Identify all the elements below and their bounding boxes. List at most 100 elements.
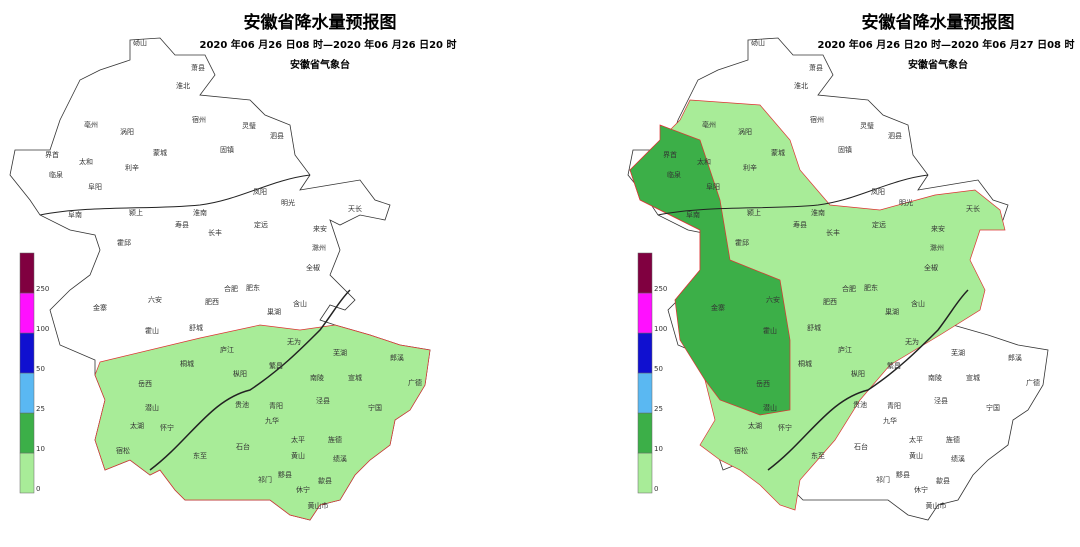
city-label: 长丰 — [208, 228, 222, 237]
city-label: 潜山 — [763, 403, 777, 412]
city-label: 宿松 — [116, 446, 130, 455]
city-label: 巢湖 — [267, 307, 281, 316]
city-label: 芜湖 — [951, 348, 965, 357]
city-label: 歙县 — [318, 476, 332, 485]
city-label: 绩溪 — [333, 454, 347, 463]
city-label: 天长 — [348, 204, 362, 213]
legend-swatch — [19, 372, 35, 414]
city-label: 阜阳 — [88, 182, 102, 191]
city-label: 宁国 — [368, 403, 382, 412]
river — [39, 174, 311, 216]
legend-label: 10 — [36, 445, 45, 453]
legend-swatch — [19, 252, 35, 294]
city-label: 巢湖 — [885, 307, 899, 316]
city-label: 黄山市 — [308, 501, 329, 510]
city-label: 郎溪 — [390, 353, 404, 362]
city-label: 固镇 — [838, 145, 852, 154]
legend-label: 100 — [36, 325, 49, 333]
map-right: 安徽省降水量预报图 2020 年06 月26 日20 时—2020 年06 月27… — [627, 12, 1075, 521]
city-label: 宁国 — [986, 403, 1000, 412]
city-label: 砀山 — [133, 38, 147, 47]
city-label: 宿松 — [734, 446, 748, 455]
city-label: 歙县 — [936, 476, 950, 485]
city-label: 祁门 — [258, 475, 272, 484]
city-label: 来安 — [313, 224, 327, 233]
city-label: 郎溪 — [1008, 353, 1022, 362]
city-label: 亳州 — [84, 120, 98, 129]
city-label: 砀山 — [751, 38, 765, 47]
legend-swatch — [19, 332, 35, 374]
city-label: 九华 — [883, 416, 897, 425]
city-label: 淮北 — [176, 81, 190, 90]
city-label: 广德 — [1026, 378, 1040, 387]
city-label: 石台 — [854, 442, 868, 451]
city-label: 萧县 — [191, 63, 205, 72]
city-label: 固镇 — [220, 145, 234, 154]
city-label: 舒城 — [189, 323, 203, 332]
city-label: 岳西 — [756, 380, 770, 388]
city-label: 霍山 — [145, 326, 159, 335]
city-label: 涡阳 — [120, 127, 134, 136]
legend-swatch — [19, 452, 35, 494]
city-label: 全椒 — [306, 263, 320, 272]
city-label: 怀宁 — [778, 423, 792, 432]
legend-swatch — [637, 372, 653, 414]
city-label: 怀宁 — [160, 423, 174, 432]
legend-label: 10 — [654, 445, 663, 453]
legend-swatch — [637, 292, 653, 334]
city-label: 天长 — [966, 204, 980, 213]
city-label: 潜山 — [145, 403, 159, 412]
city-label: 黟县 — [896, 470, 910, 479]
city-label: 繁昌 — [269, 361, 283, 370]
city-label: 泗县 — [270, 132, 284, 140]
city-label: 萧县 — [809, 63, 823, 72]
city-label: 定远 — [254, 220, 268, 229]
city-label: 枞阳 — [851, 369, 865, 378]
city-label: 黟县 — [278, 470, 292, 479]
legend-label: 250 — [36, 285, 49, 293]
city-label: 东至 — [193, 451, 207, 460]
city-label: 庐江 — [838, 345, 852, 354]
river — [149, 289, 351, 471]
city-label: 舒城 — [807, 323, 821, 332]
city-label: 桐城 — [180, 359, 194, 368]
city-label: 南陵 — [310, 373, 324, 382]
city-label: 霍邱 — [735, 239, 749, 247]
city-label: 泾县 — [316, 397, 330, 405]
city-label: 蒙城 — [771, 148, 785, 157]
city-label: 含山 — [293, 299, 307, 308]
city-label: 太湖 — [130, 421, 144, 430]
legend-label: 0 — [654, 485, 658, 493]
city-label: 含山 — [911, 299, 925, 308]
city-label: 九华 — [265, 416, 279, 425]
map-issuer: 安徽省气象台 — [290, 58, 350, 71]
legend-label: 25 — [36, 405, 45, 413]
city-label: 宿州 — [810, 115, 824, 124]
city-label: 青阳 — [887, 401, 901, 410]
legend-label: 0 — [36, 485, 40, 493]
city-label: 肥西 — [823, 298, 837, 306]
map-title: 安徽省降水量预报图 — [244, 12, 397, 33]
city-label: 无为 — [287, 337, 301, 346]
city-label: 六安 — [766, 295, 780, 304]
city-label: 利辛 — [743, 163, 757, 172]
city-label: 枞阳 — [233, 369, 247, 378]
city-label: 涡阳 — [738, 127, 752, 136]
city-label: 来安 — [931, 224, 945, 233]
city-label: 淮南 — [811, 208, 825, 217]
city-label: 合肥 — [842, 284, 856, 293]
rain-area-light — [94, 324, 431, 521]
city-label: 太和 — [79, 157, 93, 166]
city-label: 休宁 — [914, 485, 928, 494]
river — [657, 174, 929, 216]
map-issuer: 安徽省气象台 — [908, 58, 968, 71]
map-left: 安徽省降水量预报图 2020 年06 月26 日08 时—2020 年06 月26… — [9, 12, 457, 521]
legend-label: 50 — [36, 365, 45, 373]
city-label: 贵池 — [235, 400, 249, 409]
city-label: 休宁 — [296, 485, 310, 494]
legend-swatch — [637, 452, 653, 494]
city-label: 泾县 — [934, 397, 948, 405]
city-label: 长丰 — [826, 228, 840, 237]
legend-label: 100 — [654, 325, 667, 333]
